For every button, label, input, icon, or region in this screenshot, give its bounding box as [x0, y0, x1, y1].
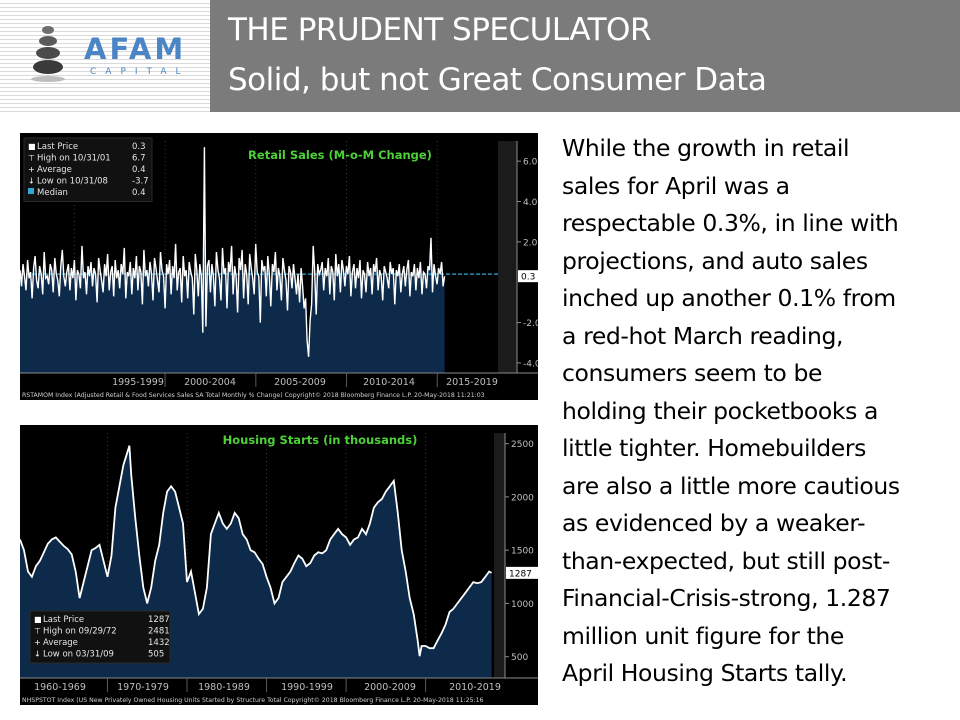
- legend-value: 0.4: [132, 188, 146, 198]
- right-shade: [498, 141, 517, 373]
- legend-label: Last Price: [43, 615, 84, 625]
- legend-icon: ■: [34, 615, 42, 624]
- commentary-line: Financial-Crisis-strong, 1.287: [562, 584, 891, 612]
- retail-sales-svg: 6.0 4.0 2.0 -2.0 -4.0 0.3 1995-1999 2000-2004 20…: [20, 137, 538, 399]
- y-tick-label: 4.0: [523, 198, 538, 208]
- logo-wordmark: AFAM: [84, 32, 187, 66]
- series-line: [20, 445, 493, 657]
- x-tick-label: 1990-1999: [281, 682, 333, 693]
- last-value-label: 1287: [509, 569, 532, 579]
- legend-icon: ⊤: [34, 627, 41, 636]
- legend-value: 6.7: [132, 154, 146, 164]
- x-tick-label: 2015-2019: [446, 377, 498, 388]
- last-value-label: 0.3: [521, 273, 535, 283]
- series-line: [20, 147, 446, 357]
- legend-icon: ↓: [34, 650, 41, 659]
- legend-label: Low on 03/31/09: [43, 650, 114, 660]
- legend-icon: +: [28, 165, 35, 174]
- housing-starts-svg: 2500 2000 1500 1000 500 1287 1960-1969 1970-197…: [20, 433, 538, 704]
- page-subtitle: Solid, but not Great Consumer Data: [228, 62, 767, 98]
- x-tick-label: 1995-1999: [112, 377, 164, 388]
- commentary-line: projections, and auto sales: [562, 246, 868, 275]
- page-title: THE PRUDENT SPECULATOR: [228, 12, 652, 48]
- commentary-line: While the growth in retail: [562, 134, 850, 162]
- chart-title: Retail Sales (M-o-M Change): [248, 148, 432, 162]
- commentary-line: sales for April was a: [562, 171, 790, 200]
- y-tick-label: 1500: [511, 547, 534, 557]
- series-area-fill: [20, 147, 445, 373]
- y-tick-label: 6.0: [523, 158, 538, 168]
- retail-sales-chart: 6.0 4.0 2.0 -2.0 -4.0 0.3 1995-1999 2000-2004 20…: [20, 133, 538, 400]
- legend-box: [29, 610, 171, 664]
- commentary-line: are also a little more cautious: [562, 471, 900, 500]
- y-tick-label: 2000: [511, 493, 534, 503]
- last-value-box: [518, 270, 538, 283]
- x-tick-label: 2000-2009: [364, 682, 416, 693]
- legend-box: [23, 137, 153, 202]
- x-tick-label: 2010-2014: [363, 377, 415, 388]
- legend-value: 1432: [148, 638, 170, 648]
- commentary-line: a red-hot March reading,: [562, 321, 844, 350]
- commentary-line: consumers seem to be: [562, 359, 823, 387]
- legend-value: -3.7: [132, 177, 149, 187]
- x-tick-label: 2000-2004: [184, 377, 236, 388]
- legend-value: 1287: [148, 615, 170, 625]
- legend-icon: ⊤: [28, 154, 35, 163]
- commentary-line: as evidenced by a weaker-: [562, 509, 866, 537]
- x-tick-label: 1980-1989: [198, 682, 250, 693]
- last-value-box: [506, 566, 538, 579]
- right-shade: [494, 433, 505, 678]
- legend-value: 2481: [148, 627, 170, 637]
- legend-icon: +: [34, 638, 41, 647]
- median-legend-swatch: [28, 188, 34, 194]
- housing-starts-chart: 2500 2000 1500 1000 500 1287 1960-1969 1970-197…: [20, 425, 538, 705]
- y-tick-label: 2500: [511, 440, 534, 450]
- legend-label: Average: [43, 638, 78, 648]
- commentary-text: While the growth in retail sales for Apri…: [562, 130, 954, 693]
- logo-stripe-background: [0, 0, 210, 115]
- x-tick-label: 1960-1969: [34, 682, 86, 693]
- title-band: [210, 0, 960, 112]
- legend-value: 0.4: [132, 165, 146, 175]
- legend-icon: ■: [28, 142, 36, 151]
- legend-label: High on 09/29/72: [43, 627, 117, 637]
- legend-label: Last Price: [37, 142, 78, 152]
- y-tick-label: 500: [511, 653, 528, 663]
- y-tick-label: -4.0: [523, 359, 538, 369]
- legend-label: High on 10/31/01: [37, 154, 111, 164]
- y-tick-label: 2.0: [523, 238, 538, 248]
- header: AFAM CAPITAL THE PRUDENT SPECULATOR Soli…: [0, 0, 960, 115]
- legend-icon: ↓: [28, 177, 35, 186]
- commentary-line: million unit figure for the: [562, 621, 844, 650]
- commentary-line: April Housing Starts tally.: [562, 659, 848, 687]
- legend-value: 0.3: [132, 142, 146, 152]
- commentary-line: than-expected, but still post-: [562, 546, 890, 575]
- chart-footer: RSTAMOM Index (Adjusted Retail & Food Se…: [22, 391, 485, 399]
- x-tick-label: 2010-2019: [449, 682, 501, 693]
- legend-label: Average: [37, 165, 72, 175]
- legend-value: 505: [148, 650, 164, 660]
- commentary-line: little tighter. Homebuilders: [562, 434, 866, 462]
- legend-label: Median: [37, 188, 68, 198]
- chart-footer: NHSPSTOT Index (US New Privately Owned H…: [22, 696, 484, 704]
- commentary-line: inched up another 0.1% from: [562, 284, 896, 312]
- commentary-line: respectable 0.3%, in line with: [562, 209, 899, 237]
- x-tick-label: 1970-1979: [117, 682, 169, 693]
- logo-subtext: CAPITAL: [90, 67, 190, 77]
- y-tick-label: -2.0: [523, 319, 538, 329]
- x-tick-label: 2005-2009: [274, 377, 326, 388]
- legend-label: Low on 10/31/08: [37, 177, 108, 187]
- chart-title: Housing Starts (in thousands): [223, 433, 418, 447]
- y-tick-label: 1000: [511, 600, 534, 610]
- commentary-line: holding their pocketbooks a: [562, 396, 879, 425]
- stacked-stones-logo-icon: [31, 26, 65, 82]
